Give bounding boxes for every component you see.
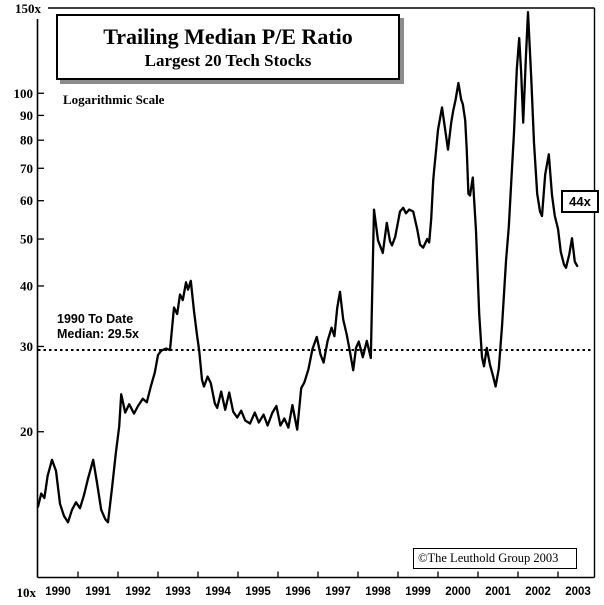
x-axis-label: 1999 (405, 586, 431, 598)
chart-subtitle: Largest 20 Tech Stocks (144, 50, 312, 70)
median-annotation: 1990 To Date Median: 29.5x (57, 312, 139, 342)
y-axis-label: 40 (20, 278, 33, 293)
x-axis-label: 1991 (85, 586, 111, 598)
y-axis-label: 80 (20, 133, 33, 148)
y-axis-label: 50 (20, 232, 33, 247)
log-scale-note: Logarithmic Scale (63, 92, 165, 107)
median-annotation-line1: 1990 To Date (57, 312, 134, 326)
x-axis-label: 2003 (565, 586, 591, 598)
x-axis-label: 1996 (285, 586, 311, 598)
x-axis-label: 1997 (325, 586, 351, 598)
y-axis-label: 60 (20, 193, 33, 208)
y-axis-label: 70 (20, 161, 33, 176)
x-axis-label: 2001 (485, 586, 511, 598)
x-axis-label: 1994 (205, 586, 231, 598)
chart-title-box: Trailing Median P/E Ratio Largest 20 Tec… (56, 14, 400, 80)
median-annotation-line2: Median: 29.5x (57, 327, 139, 341)
attribution: ©The Leuthold Group 2003 (413, 548, 577, 569)
x-axis-label: 2000 (445, 586, 471, 598)
y-axis-label: 90 (20, 108, 33, 123)
x-axis-label: 1992 (125, 586, 151, 598)
y-axis-label: 150x (15, 1, 42, 16)
chart-title: Trailing Median P/E Ratio (103, 23, 353, 49)
y-axis-label: 100 (14, 86, 34, 101)
pe-ratio-line (36, 11, 579, 524)
y-axis-label: 20 (20, 424, 33, 439)
x-axis-label: 1995 (245, 586, 271, 598)
y-axis-label: 30 (20, 339, 33, 354)
x-axis-label: 1990 (45, 586, 71, 598)
x-axis-label: 1993 (165, 586, 191, 598)
y-axis-label: 10x (17, 585, 37, 600)
x-axis-label: 2002 (525, 586, 551, 598)
x-axis-label: 1998 (365, 586, 391, 598)
last-value-callout: 44x (561, 190, 599, 213)
